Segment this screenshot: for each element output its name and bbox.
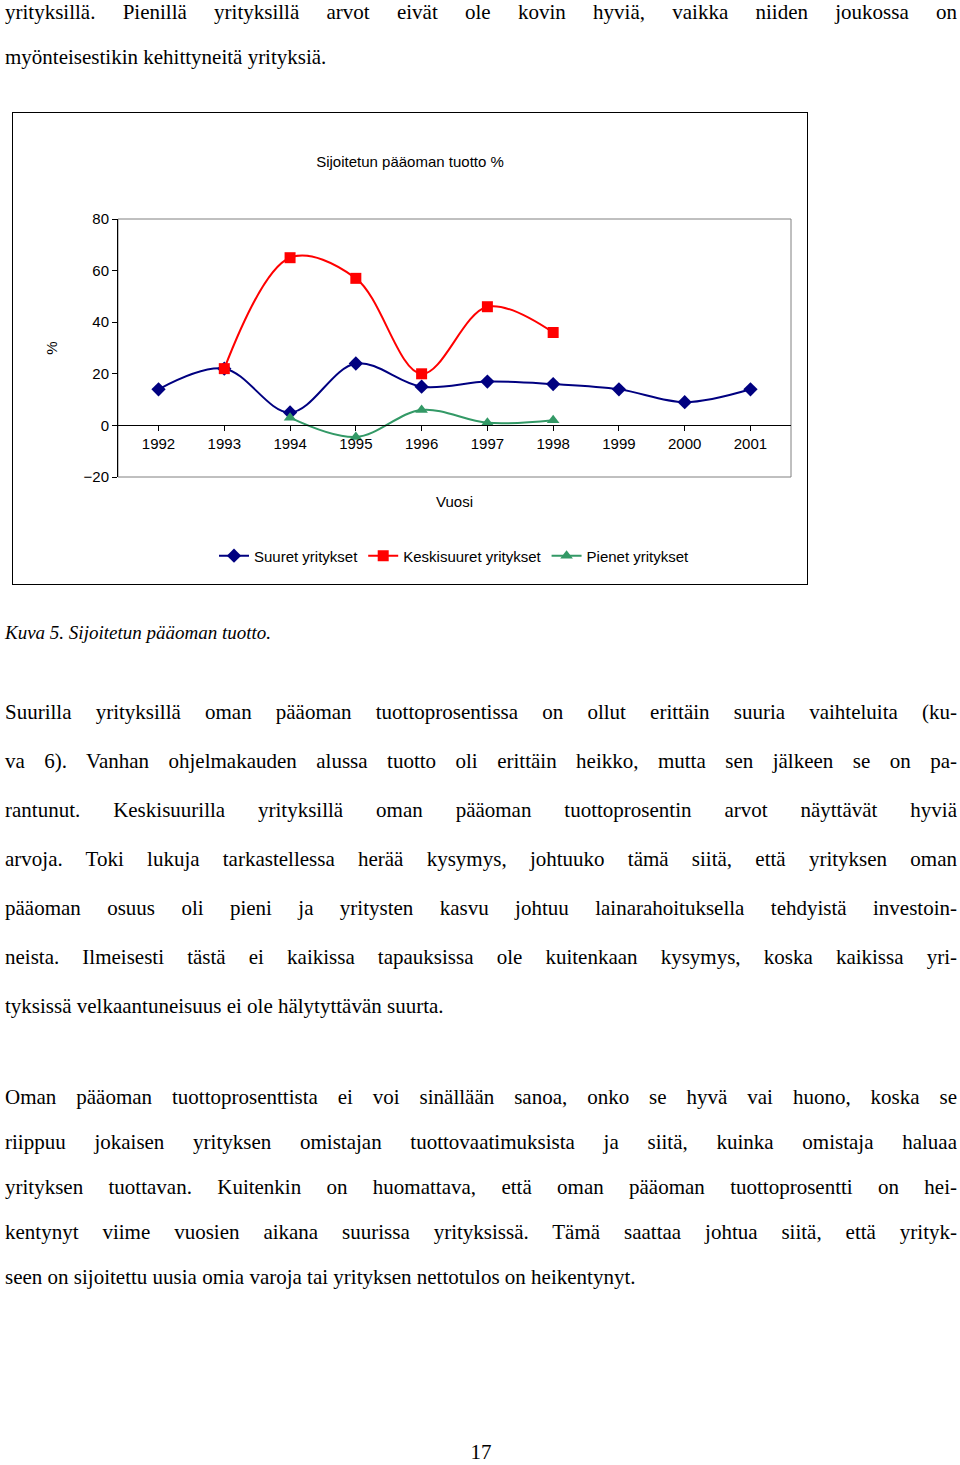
svg-text:80: 80 xyxy=(92,210,109,227)
html-text:rantunut. Keskisuurilla yrityk: rantunut. Keskisuurilla yrityksillä oman… xyxy=(5,797,957,822)
svg-text:Suuret yritykset: Suuret yritykset xyxy=(254,548,358,565)
svg-text:Pienet yritykset: Pienet yritykset xyxy=(587,548,690,565)
svg-text:0: 0 xyxy=(101,417,109,434)
svg-text:60: 60 xyxy=(92,262,109,279)
svg-text:1999: 1999 xyxy=(602,435,635,452)
html-text:neista. Ilmeisesti tästä ei ka: neista. Ilmeisesti tästä ei kaikissa tap… xyxy=(5,944,957,969)
html-text:pääoman osuus oli pieni ja yri: pääoman osuus oli pieni ja yritysten kas… xyxy=(5,895,957,920)
svg-text:Keskisuuret yritykset: Keskisuuret yritykset xyxy=(403,548,541,565)
svg-text:1996: 1996 xyxy=(405,435,438,452)
html-text:seen on sijoitettu uusia omia: seen on sijoitettu uusia omia varoja tai… xyxy=(5,1264,636,1289)
svg-text:1994: 1994 xyxy=(273,435,306,452)
html-text:kentynyt viime vuosien aikana: kentynyt viime vuosien aikana suurissa y… xyxy=(5,1219,957,1244)
html-text:riippuu jokaisen yrityksen omi: riippuu jokaisen yrityksen omistajan tuo… xyxy=(5,1129,957,1154)
html-text:yrityksillä. Pienillä yrityksi: yrityksillä. Pienillä yrityksillä arvot … xyxy=(5,0,957,24)
svg-text:2001: 2001 xyxy=(734,435,767,452)
svg-text:1993: 1993 xyxy=(208,435,241,452)
html-text:17: 17 xyxy=(470,1440,492,1464)
svg-text:1998: 1998 xyxy=(536,435,569,452)
html-text:yrityksen tuottavan. Kuitenkin: yrityksen tuottavan. Kuitenkin on huomat… xyxy=(5,1174,957,1199)
svg-text:1992: 1992 xyxy=(142,435,175,452)
svg-text:1997: 1997 xyxy=(471,435,504,452)
svg-text:2000: 2000 xyxy=(668,435,701,452)
svg-text:Vuosi: Vuosi xyxy=(436,493,473,510)
html-text:tyksissä velkaantuneisuus ei o: tyksissä velkaantuneisuus ei ole hälytyt… xyxy=(5,993,444,1018)
svg-text:−20: −20 xyxy=(84,468,109,485)
html-text:Oman pääoman tuottoprosenttist: Oman pääoman tuottoprosenttista ei voi s… xyxy=(5,1084,957,1109)
svg-text:1995: 1995 xyxy=(339,435,372,452)
svg-text:40: 40 xyxy=(92,313,109,330)
html-text:arvoja. Toki lukuja tarkastell: arvoja. Toki lukuja tarkastellessa herää… xyxy=(5,846,957,871)
html-text:Kuva 5. Sijoitetun pääoman tuo: Kuva 5. Sijoitetun pääoman tuotto. xyxy=(5,622,271,643)
html-text:Suurilla yrityksillä oman pääo: Suurilla yrityksillä oman pääoman tuotto… xyxy=(5,699,957,724)
svg-text:Sijoitetun pääoman tuotto %: Sijoitetun pääoman tuotto % xyxy=(316,153,504,170)
svg-text:%: % xyxy=(43,341,60,354)
html-text:va 6). Vanhan ohjelmakauden al: va 6). Vanhan ohjelmakauden alussa tuott… xyxy=(5,748,957,773)
svg-text:20: 20 xyxy=(92,365,109,382)
html-text:myönteisestikin kehittyneitä y: myönteisestikin kehittyneitä yrityksiä. xyxy=(5,44,327,69)
